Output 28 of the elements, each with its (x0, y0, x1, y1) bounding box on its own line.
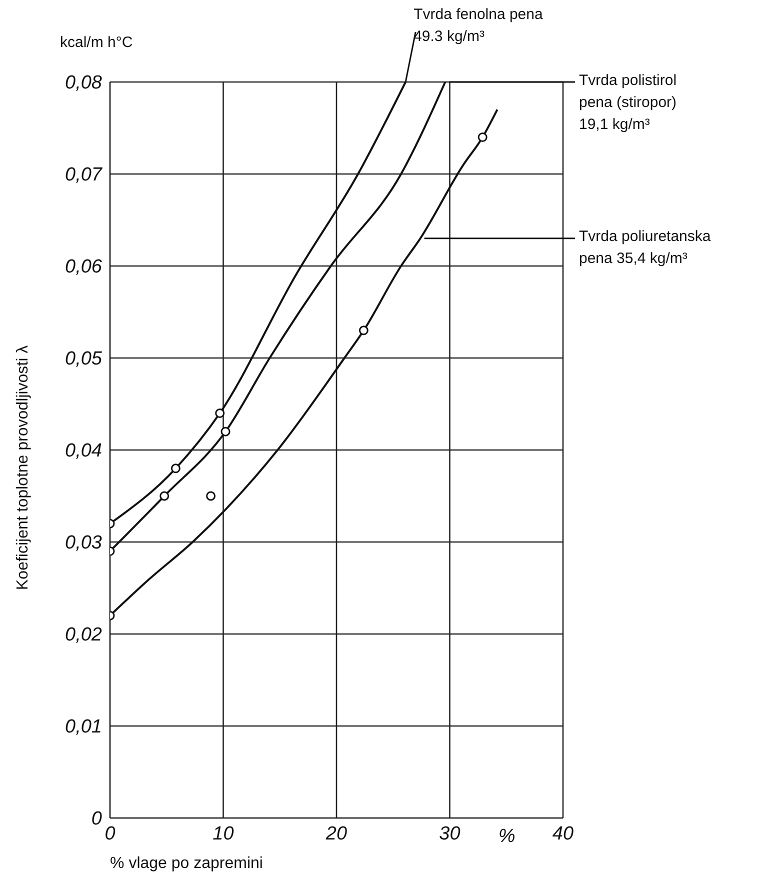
y-tick-label: 0,02 (65, 624, 102, 646)
y-tick-label: 0,07 (65, 164, 104, 186)
text: % (498, 826, 516, 848)
y-tick-label: 0 (91, 808, 102, 830)
y-axis-title: Koeficijent toplotne provodljivosti λ (14, 345, 32, 590)
text: Tvrda fenolna pena 49.3 kg/m³ (414, 5, 544, 47)
point (160, 491, 170, 501)
y-tick-label: 0,01 (65, 716, 102, 738)
y-tick-label: 0,04 (65, 440, 102, 462)
text: kcal/m h°C (60, 34, 133, 51)
point (358, 326, 368, 336)
y-tick-label: 0,06 (65, 256, 102, 278)
x-tick-label: 40 (552, 823, 574, 844)
point (478, 132, 488, 142)
point (215, 408, 225, 418)
text: Tvrda polistirol pena (stiropor) 19,1 kg/m³ (579, 71, 678, 135)
x-tick-label: 30 (439, 823, 461, 844)
x-tick-label: 10 (212, 823, 234, 844)
x-tick-label: 0 (104, 823, 116, 844)
y-tick-label: 0,03 (65, 532, 102, 554)
x-tick-label: 20 (324, 823, 348, 844)
point (206, 491, 216, 501)
y-tick-label: 0,05 (65, 348, 102, 370)
x-axis-title: % vlage po zapremini (110, 855, 263, 872)
point (220, 426, 230, 436)
text: Tvrda poliuretanska pena 35,4 kg/m³ (579, 227, 712, 270)
point (170, 464, 180, 474)
y-tick-label: 0,08 (65, 72, 102, 94)
